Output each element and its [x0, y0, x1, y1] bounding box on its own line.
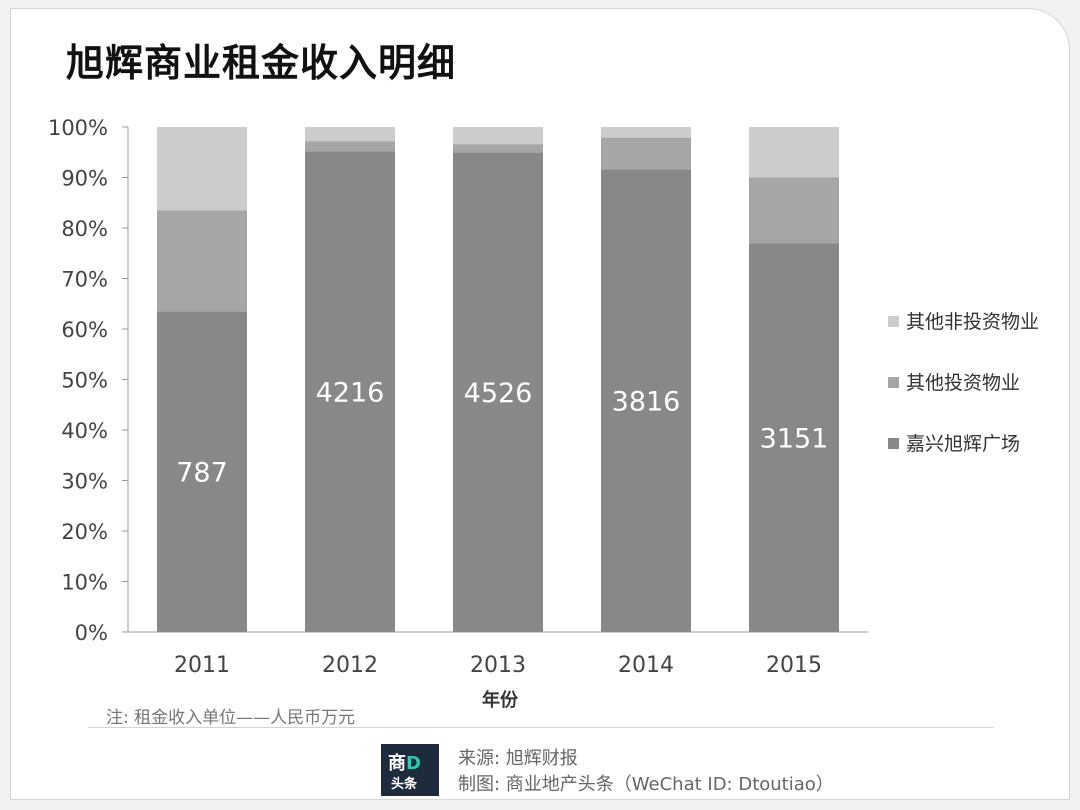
bar-segment-2011-s1 [157, 210, 247, 312]
bar-segment-2012-s1 [305, 141, 395, 152]
footer-divider [88, 727, 994, 728]
bar-segment-2012-s2 [305, 127, 395, 142]
bar-segment-2013-s2 [453, 127, 543, 145]
source-text: 来源: 旭辉财报 [458, 748, 578, 769]
bar-data-label: 3151 [760, 424, 829, 455]
y-tick-label: 0% [75, 621, 108, 645]
legend-swatch [888, 316, 899, 327]
bar-segment-2014-s1 [601, 137, 691, 170]
y-tick-label: 60% [61, 318, 108, 342]
bar-data-label: 787 [176, 458, 228, 489]
x-tick-label: 2011 [174, 653, 230, 678]
legend-swatch [888, 438, 899, 449]
bar-segment-2011-s0 [157, 311, 247, 632]
x-tick-label: 2015 [766, 653, 822, 678]
x-tick-label: 2012 [322, 653, 378, 678]
y-tick-label: 40% [61, 419, 108, 443]
bar-segment-2015-s1 [749, 177, 839, 244]
bar-segment-2015-s0 [749, 243, 839, 632]
x-axis-title: 年份 [482, 690, 518, 711]
credit-text: 制图: 商业地产头条（WeChat ID: Dtoutiao） [458, 774, 834, 795]
x-tick-label: 2014 [618, 653, 674, 678]
bar-segment-2011-s2 [157, 127, 247, 211]
y-tick-label: 80% [61, 217, 108, 241]
bar-data-label: 4216 [316, 378, 385, 409]
logo-icon: 商D 头条 [381, 744, 439, 796]
bar-segment-2014-s0 [601, 169, 691, 633]
bar-segment-2013-s1 [453, 144, 543, 153]
legend-label: 嘉兴旭辉广场 [906, 433, 1020, 455]
y-tick-label: 30% [61, 470, 108, 494]
logo-text-d: D [406, 753, 421, 774]
bar-data-label: 3816 [612, 387, 681, 418]
y-tick-label: 50% [61, 369, 108, 393]
bar-segment-2012-s0 [305, 151, 395, 633]
bar-segment-2014-s2 [601, 127, 691, 138]
footer-source-block: 来源: 旭辉财报 制图: 商业地产头条（WeChat ID: Dtoutiao） [458, 746, 834, 798]
logo-text-main: 商 [388, 753, 406, 774]
legend-label: 其他非投资物业 [906, 311, 1039, 333]
y-tick-label: 90% [61, 167, 108, 191]
bar-segment-2013-s0 [453, 152, 543, 632]
x-tick-label: 2013 [470, 653, 526, 678]
legend-swatch [888, 377, 899, 388]
y-tick-label: 10% [61, 571, 108, 595]
y-tick-label: 100% [48, 116, 108, 140]
chart-title: 旭辉商业租金收入明细 [66, 41, 457, 85]
bar-segment-2015-s2 [749, 127, 839, 178]
legend-label: 其他投资物业 [906, 372, 1020, 394]
unit-note: 注: 租金收入单位——人民币万元 [106, 708, 356, 728]
bar-data-label: 4526 [464, 378, 533, 409]
logo-text-bottom: 头条 [391, 777, 418, 792]
y-tick-label: 70% [61, 268, 108, 292]
y-tick-label: 20% [61, 520, 108, 544]
